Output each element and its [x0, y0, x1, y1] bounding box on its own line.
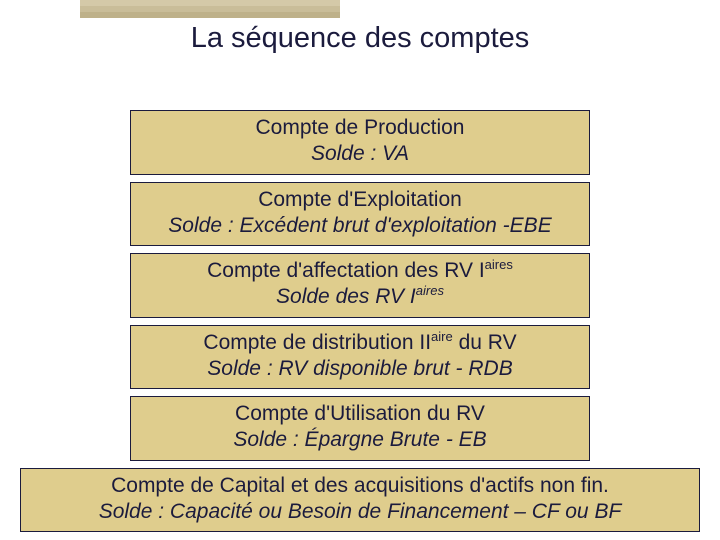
- account-solde-sup: aires: [416, 283, 444, 298]
- account-box-affectation: Compte d'affectation des RV Iaires Solde…: [130, 253, 590, 318]
- account-solde-pre: Solde des RV I: [276, 285, 416, 308]
- account-solde: Solde : Excédent brut d'exploitation -EB…: [139, 213, 581, 239]
- account-title: Compte d'affectation des RV Iaires: [139, 258, 581, 284]
- account-box-distribution: Compte de distribution IIaire du RV Sold…: [130, 325, 590, 390]
- account-title: Compte d'Utilisation du RV: [139, 401, 581, 427]
- account-title-sup: aire: [431, 329, 453, 344]
- account-box-production: Compte de Production Solde : VA: [130, 110, 590, 175]
- account-solde: Solde : Capacité ou Besoin de Financemen…: [29, 499, 691, 525]
- account-title: Compte de distribution IIaire du RV: [139, 330, 581, 356]
- account-solde: Solde : Épargne Brute - EB: [139, 427, 581, 453]
- account-title: Compte de Production: [139, 115, 581, 141]
- account-solde: Solde des RV Iaires: [139, 284, 581, 310]
- account-solde: Solde : RV disponible brut - RDB: [139, 356, 581, 382]
- account-title-post: du RV: [453, 331, 517, 354]
- header-ribbon-bar: [80, 12, 340, 18]
- accounts-stack: Compte de Production Solde : VA Compte d…: [0, 110, 720, 532]
- account-solde: Solde : VA: [139, 141, 581, 167]
- account-title: Compte de Capital et des acquisitions d'…: [29, 473, 691, 499]
- account-title-pre: Compte d'affectation des RV I: [207, 259, 485, 282]
- header-ribbon: [80, 0, 340, 18]
- account-title: Compte d'Exploitation: [139, 187, 581, 213]
- page-title: La séquence des comptes: [0, 22, 720, 55]
- account-box-capital: Compte de Capital et des acquisitions d'…: [20, 468, 700, 533]
- account-box-exploitation: Compte d'Exploitation Solde : Excédent b…: [130, 182, 590, 247]
- account-box-utilisation: Compte d'Utilisation du RV Solde : Éparg…: [130, 396, 590, 461]
- account-title-sup: aires: [485, 257, 513, 272]
- account-title-pre: Compte de distribution II: [203, 331, 431, 354]
